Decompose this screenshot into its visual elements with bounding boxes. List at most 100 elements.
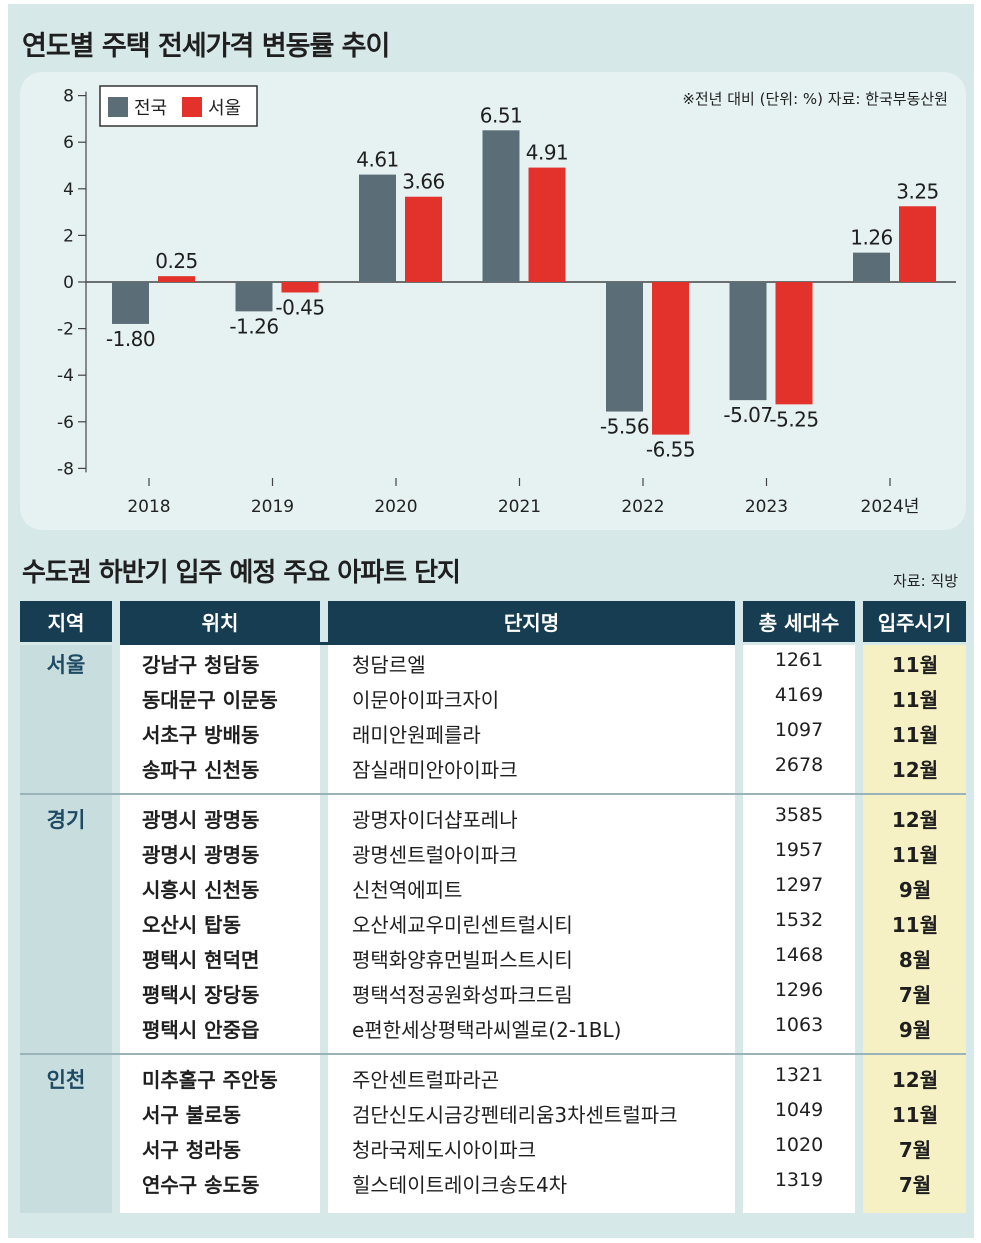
- cell-move-in: 9월: [898, 878, 932, 902]
- y-tick-label: 0: [63, 273, 74, 293]
- cell-units: 1261: [774, 649, 824, 671]
- legend-swatch: [108, 97, 128, 117]
- data-label: 0.25: [155, 249, 198, 273]
- cell-location: 서구 청라동: [142, 1138, 241, 1162]
- cell-location: 서구 불로동: [142, 1103, 241, 1127]
- data-label: 4.91: [526, 141, 569, 165]
- y-tick-label: -4: [57, 366, 74, 386]
- region-label: 경기: [46, 808, 86, 832]
- cell-move-in: 11월: [891, 1103, 939, 1127]
- cell-location: 광명시 광명동: [142, 843, 260, 867]
- chart-panel: 8 6 4 2 0 -2 -4 -6 -8 2018 -1.80 0.25 2019 -1.26 -0.45…: [20, 72, 966, 530]
- cell-move-in: 11월: [891, 913, 939, 937]
- cell-complex-name: 주안센트럴파라곤: [352, 1068, 500, 1092]
- bar-seoul: [281, 282, 319, 293]
- cell-move-in: 12월: [891, 808, 939, 832]
- cell-complex-name: 오산세교우미린센트럴시티: [352, 913, 573, 937]
- x-tick-label: 2021: [498, 497, 541, 517]
- infographic: 연도별 주택 전세가격 변동률 추이 8 6 4 2 0 -2 -4 -6 -8 2018 -1.8…: [8, 4, 974, 1238]
- region-column: [20, 645, 112, 1213]
- cell-move-in: 11월: [891, 843, 939, 867]
- bar-national: [235, 282, 273, 312]
- x-tick-label: 2019: [251, 497, 294, 517]
- units-column: [743, 645, 855, 1213]
- data-label: -6.55: [646, 438, 695, 462]
- cell-move-in: 11월: [891, 653, 939, 677]
- cell-complex-name: e편한세상평택라씨엘로(2-1BL): [352, 1018, 622, 1042]
- y-tick-label: 8: [63, 87, 74, 107]
- legend-swatch: [182, 97, 202, 117]
- cell-location: 송파구 신천동: [142, 758, 260, 782]
- cell-move-in: 7월: [898, 1138, 932, 1162]
- group-separator: [20, 1053, 966, 1055]
- cell-move-in: 12월: [891, 758, 939, 782]
- header-location: 위치: [120, 601, 320, 642]
- data-label: 4.61: [356, 148, 399, 172]
- data-label: -5.07: [723, 403, 772, 427]
- cell-units: 1297: [774, 874, 824, 896]
- header-underline: [120, 642, 735, 645]
- cell-complex-name: 광명자이더샵포레나: [352, 808, 518, 832]
- table-source: 자료: 직방: [892, 572, 958, 590]
- region-label: 서울: [46, 653, 86, 677]
- data-label: 6.51: [480, 103, 523, 127]
- cell-complex-name: 평택석정공원화성파크드림: [352, 983, 573, 1007]
- y-tick-label: 4: [63, 180, 74, 200]
- cell-units: 1063: [774, 1014, 824, 1036]
- cell-complex-name: 청라국제도시아이파크: [352, 1138, 536, 1162]
- bar-seoul: [652, 282, 689, 435]
- cell-complex-name: 검단신도시금강펜테리움3차센트럴파크: [352, 1103, 678, 1127]
- header-region: 지역: [20, 601, 112, 642]
- cell-complex-name: 잠실래미안아이파크: [352, 758, 518, 782]
- cell-location: 평택시 장당동: [142, 983, 260, 1007]
- location-column: [120, 645, 320, 1213]
- cell-units: 1097: [774, 719, 824, 741]
- cell-location: 광명시 광명동: [142, 808, 260, 832]
- bar-seoul: [528, 167, 566, 282]
- x-tick-label: 2020: [374, 497, 417, 517]
- data-label: 3.66: [402, 170, 445, 194]
- cell-units: 2678: [774, 754, 824, 776]
- data-label: -5.25: [769, 407, 818, 431]
- group-separator: [20, 793, 966, 795]
- data-label: -1.26: [229, 314, 278, 338]
- region-label: 인천: [46, 1068, 86, 1092]
- legend-box: [99, 85, 258, 127]
- name-column: [328, 645, 735, 1213]
- y-tick-label: 6: [63, 133, 74, 153]
- bar-seoul: [775, 282, 813, 405]
- bar-national: [606, 282, 643, 412]
- x-tick-label: 2022: [621, 497, 664, 517]
- bar-national: [112, 282, 149, 324]
- cell-complex-name: 청담르엘: [352, 653, 426, 677]
- chart-note: ※전년 대비 (단위: %) 자료: 한국부동산원: [682, 90, 948, 108]
- bar-national: [359, 174, 396, 282]
- y-tick-label: -2: [57, 320, 74, 340]
- table-title: 수도권 하반기 입주 예정 주요 아파트 단지: [22, 558, 461, 588]
- x-tick-label: 2023: [745, 497, 788, 517]
- cell-units: 1957: [774, 839, 824, 861]
- cell-units: 1296: [774, 979, 824, 1001]
- cell-move-in: 11월: [891, 723, 939, 747]
- bar-national: [729, 282, 767, 401]
- cell-units: 1532: [774, 909, 824, 931]
- cell-units: 1319: [774, 1169, 824, 1191]
- header-units: 총 세대수: [743, 601, 855, 642]
- x-tick-label: 2024년: [861, 497, 920, 517]
- cell-location: 미추홀구 주안동: [142, 1068, 278, 1092]
- move-in-column: [863, 645, 966, 1213]
- y-tick-label: 2: [63, 226, 74, 246]
- legend-label: 전국: [134, 98, 167, 119]
- y-tick-label: -6: [57, 413, 74, 433]
- data-label: 1.26: [850, 226, 893, 250]
- cell-location: 연수구 송도동: [142, 1173, 260, 1197]
- cell-move-in: 9월: [898, 1018, 932, 1042]
- cell-complex-name: 래미안원페를라: [352, 723, 481, 747]
- bar-national: [482, 130, 520, 282]
- cell-units: 1468: [774, 944, 824, 966]
- cell-units: 3585: [774, 804, 824, 826]
- apartment-table: 지역 위치 단지명 총 세대수 입주시기 서울 강남구 청담동 청담르엘 1261 11…: [20, 601, 966, 1221]
- x-tick-label: 2018: [127, 497, 170, 517]
- cell-units: 1049: [774, 1099, 824, 1121]
- bar-seoul: [158, 276, 195, 282]
